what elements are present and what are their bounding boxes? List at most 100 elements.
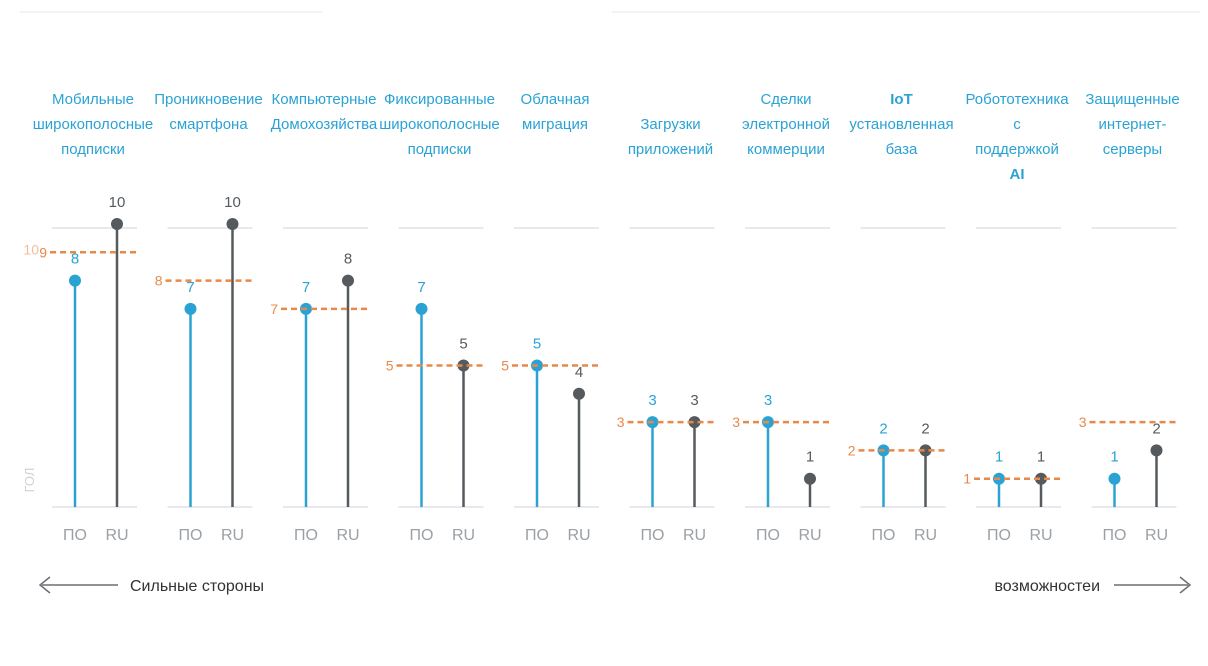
category-label: Проникновение bbox=[154, 91, 262, 108]
po-value-label: 2 bbox=[879, 420, 887, 437]
po-value-label: 1 bbox=[1110, 449, 1118, 466]
category-label: Фиксированные bbox=[384, 91, 495, 108]
series-po-label: ПО bbox=[1103, 527, 1127, 544]
category-label: подписки bbox=[61, 141, 125, 158]
category-label: Загрузки bbox=[640, 116, 700, 133]
side-label: ГОЛ bbox=[22, 468, 37, 493]
series-po-label: ПО bbox=[410, 527, 434, 544]
ru-value-label: 1 bbox=[806, 449, 814, 466]
average-label: 2 bbox=[848, 442, 856, 458]
ru-value-label: 8 bbox=[344, 251, 352, 268]
po-point bbox=[69, 274, 81, 287]
category-label: миграция bbox=[522, 116, 588, 133]
category-label: Сделки bbox=[760, 91, 811, 108]
average-label: 3 bbox=[1079, 414, 1087, 430]
po-value-label: 3 bbox=[764, 392, 772, 409]
ru-value-label: 10 bbox=[109, 194, 126, 211]
category-label: с bbox=[1013, 116, 1021, 133]
series-ru-label: RU bbox=[1029, 527, 1052, 544]
category-label: база bbox=[886, 141, 918, 158]
series-ru-label: RU bbox=[336, 527, 359, 544]
category-label: электронной bbox=[742, 116, 830, 133]
right-arrow-icon bbox=[1179, 576, 1192, 594]
ru-point bbox=[457, 359, 470, 372]
ru-value-label: 10 bbox=[224, 194, 241, 211]
ru-value-label: 5 bbox=[459, 336, 467, 353]
average-label: 9 bbox=[39, 244, 47, 260]
category-label: подписки bbox=[408, 141, 472, 158]
ru-point bbox=[919, 444, 932, 457]
category-label: Робототехника bbox=[965, 91, 1069, 108]
category-label: приложений bbox=[628, 141, 713, 158]
average-label: 8 bbox=[155, 273, 163, 289]
po-value-label: 7 bbox=[302, 279, 310, 296]
category-label: смартфона bbox=[169, 116, 248, 133]
series-po-label: ПО bbox=[294, 527, 318, 544]
category-label: широкополосные bbox=[379, 116, 499, 133]
ru-point bbox=[226, 218, 239, 230]
category-label: широкополосные bbox=[33, 116, 153, 133]
series-ru-label: RU bbox=[452, 527, 475, 544]
po-value-label: 8 bbox=[71, 251, 79, 268]
series-po-label: ПО bbox=[179, 527, 203, 544]
series-po-label: ПО bbox=[756, 527, 780, 544]
category-label: интернет- bbox=[1098, 116, 1166, 133]
ru-point bbox=[342, 274, 354, 287]
po-point bbox=[1108, 472, 1121, 485]
average-label: 5 bbox=[501, 358, 509, 374]
series-ru-label: RU bbox=[221, 527, 244, 544]
left-arrow-icon bbox=[38, 576, 51, 594]
series-po-label: ПО bbox=[525, 527, 549, 544]
category-label: серверы bbox=[1103, 141, 1162, 158]
ru-value-label: 2 bbox=[921, 420, 929, 437]
po-value-label: 3 bbox=[648, 392, 656, 409]
po-value-label: 7 bbox=[186, 279, 194, 296]
category-label: Мобильные bbox=[52, 91, 134, 108]
series-ru-label: RU bbox=[567, 527, 590, 544]
po-point bbox=[184, 302, 197, 315]
opportunities-label: возможностеи bbox=[994, 578, 1100, 595]
category-label: AI bbox=[1010, 166, 1025, 183]
average-prefix-label: 10 bbox=[23, 241, 39, 257]
ru-point bbox=[1150, 444, 1163, 457]
category-label: Компьютерные bbox=[271, 91, 376, 108]
series-ru-label: RU bbox=[683, 527, 706, 544]
category-label: установленная bbox=[849, 116, 953, 133]
category-label: коммерции bbox=[747, 141, 825, 158]
po-value-label: 5 bbox=[533, 336, 541, 353]
series-po-label: ПО bbox=[987, 527, 1011, 544]
ru-value-label: 3 bbox=[690, 392, 698, 409]
category-label: IoT bbox=[890, 91, 913, 108]
ru-point bbox=[804, 472, 816, 485]
ru-value-label: 4 bbox=[575, 364, 583, 381]
ru-value-label: 1 bbox=[1037, 449, 1045, 466]
ru-point bbox=[573, 387, 585, 400]
series-ru-label: RU bbox=[1145, 527, 1168, 544]
po-value-label: 7 bbox=[417, 279, 425, 296]
series-ru-label: RU bbox=[914, 527, 937, 544]
average-label: 3 bbox=[732, 414, 740, 430]
footer: Сильные стороны возможностеи bbox=[38, 576, 1192, 595]
category-label: Защищенные bbox=[1085, 91, 1179, 108]
average-label: 5 bbox=[386, 358, 394, 374]
average-label: 7 bbox=[270, 301, 278, 317]
strengths-label: Сильные стороны bbox=[130, 578, 264, 595]
category-label: Облачная bbox=[521, 91, 590, 108]
category-label: поддержкой bbox=[975, 141, 1059, 158]
series-ru-label: RU bbox=[798, 527, 821, 544]
series-ru-label: RU bbox=[105, 527, 128, 544]
po-value-label: 1 bbox=[995, 449, 1003, 466]
ru-point bbox=[111, 218, 123, 230]
average-label: 3 bbox=[617, 414, 625, 430]
po-point bbox=[415, 302, 428, 315]
average-label: 1 bbox=[963, 471, 971, 487]
ru-point bbox=[688, 416, 701, 429]
series-po-label: ПО bbox=[641, 527, 665, 544]
series-po-label: ПО bbox=[872, 527, 896, 544]
ru-value-label: 2 bbox=[1152, 420, 1160, 437]
series-po-label: ПО bbox=[63, 527, 87, 544]
category-label: Домохозяйства bbox=[271, 116, 378, 133]
